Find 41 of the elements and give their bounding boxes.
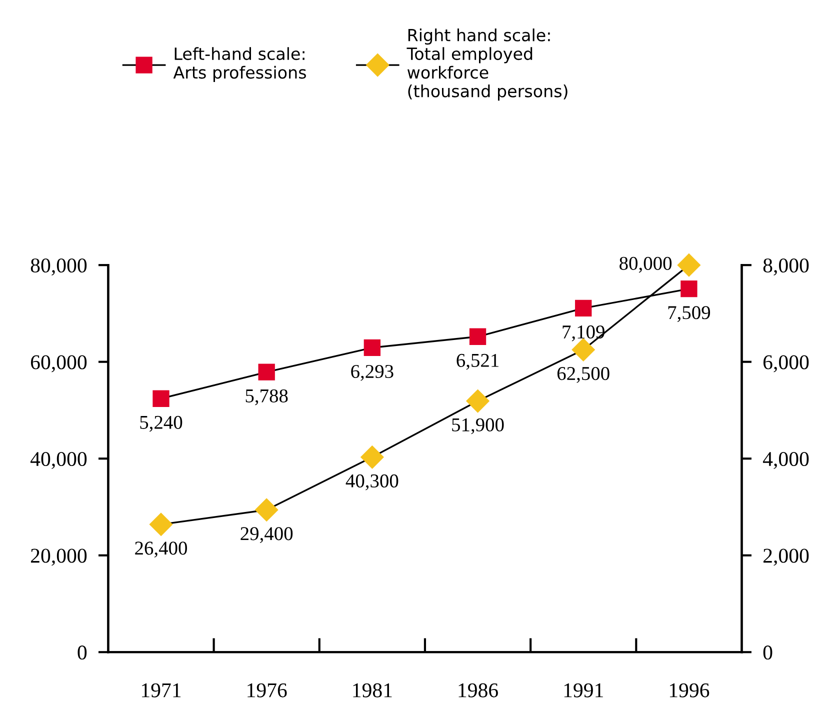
x-tick-label: 1976 [248,683,287,698]
point [150,512,172,536]
y2-tick-label: 8,000 [763,258,809,276]
y2-tick-label: 6,000 [763,355,809,372]
y2-tick-label: 2,000 [763,548,809,566]
data-label: 62,500 [557,366,610,383]
data-label: 5,788 [246,389,288,406]
point [677,254,700,277]
y2-tick-label: 0 [763,646,772,660]
point [258,364,275,380]
data-label: 40,300 [346,474,398,490]
point [466,390,490,413]
legend-label: Left-hand scale: Arts professions [173,47,306,82]
data-label: 7,509 [668,306,710,322]
data-label: 5,240 [140,416,182,432]
y-tick-label: 0 [78,646,87,660]
point [575,300,592,317]
point [152,390,170,407]
point [680,280,698,298]
point [469,328,486,345]
y-tick-label: 60,000 [30,355,87,372]
x-tick-label: 1991 [564,683,603,698]
data-label: 7,109 [562,325,604,342]
x-tick-label: 1981 [353,683,392,698]
data-label: 6,293 [351,364,394,381]
x-tick-label: 1971 [142,683,181,698]
y-tick-label: 20,000 [30,548,87,566]
y2-tick-label: 4,000 [762,452,809,470]
point [364,339,381,356]
data-label: 80,000 [620,256,672,273]
x-tick-label: 1986 [458,683,498,698]
point [255,498,278,522]
y-tick-label: 40,000 [30,452,87,470]
data-label: 26,400 [135,542,187,558]
x-tick-label: 1996 [670,683,710,698]
legend-label: Right hand scale: Total employed workforce (thousand persons) [406,28,568,101]
point [360,446,384,469]
data-label: 29,400 [240,527,293,544]
y-tick-label: 80,000 [30,258,87,276]
data-label: 51,900 [452,418,504,434]
data-label: 6,521 [456,354,498,370]
